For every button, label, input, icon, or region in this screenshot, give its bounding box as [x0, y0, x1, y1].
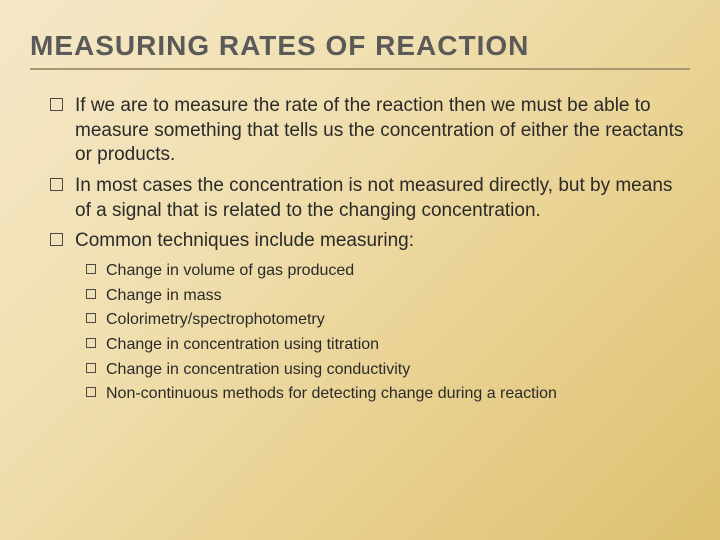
sub-bullet-item: Change in concentration using conductivi… — [86, 359, 690, 381]
sub-bullet-item: Change in concentration using titration — [86, 334, 690, 356]
bullet-item: Common techniques include measuring: — [50, 229, 690, 254]
sub-bullet-text: Change in volume of gas produced — [106, 260, 354, 282]
bullet-text: In most cases the concentration is not m… — [75, 174, 690, 223]
bullet-item: If we are to measure the rate of the rea… — [50, 94, 690, 168]
checkbox-icon — [50, 233, 63, 246]
checkbox-icon — [86, 289, 96, 299]
checkbox-icon — [50, 98, 63, 111]
slide-title: MEASURING RATES OF REACTION — [30, 30, 690, 70]
checkbox-icon — [86, 313, 96, 323]
sub-bullet-text: Change in concentration using titration — [106, 334, 379, 356]
sub-bullet-text: Colorimetry/spectrophotometry — [106, 309, 325, 331]
checkbox-icon — [86, 338, 96, 348]
bullet-item: In most cases the concentration is not m… — [50, 174, 690, 223]
sub-bullet-list: Change in volume of gas produced Change … — [30, 260, 690, 405]
sub-bullet-item: Colorimetry/spectrophotometry — [86, 309, 690, 331]
sub-bullet-item: Change in volume of gas produced — [86, 260, 690, 282]
sub-bullet-item: Non-continuous methods for detecting cha… — [86, 383, 690, 405]
sub-bullet-text: Non-continuous methods for detecting cha… — [106, 383, 557, 405]
checkbox-icon — [86, 387, 96, 397]
checkbox-icon — [86, 363, 96, 373]
bullet-text: If we are to measure the rate of the rea… — [75, 94, 690, 168]
sub-bullet-text: Change in concentration using conductivi… — [106, 359, 410, 381]
checkbox-icon — [86, 264, 96, 274]
checkbox-icon — [50, 178, 63, 191]
bullet-text: Common techniques include measuring: — [75, 229, 414, 254]
sub-bullet-text: Change in mass — [106, 285, 222, 307]
sub-bullet-item: Change in mass — [86, 285, 690, 307]
main-bullet-list: If we are to measure the rate of the rea… — [30, 94, 690, 254]
slide-container: MEASURING RATES OF REACTION If we are to… — [0, 0, 720, 540]
